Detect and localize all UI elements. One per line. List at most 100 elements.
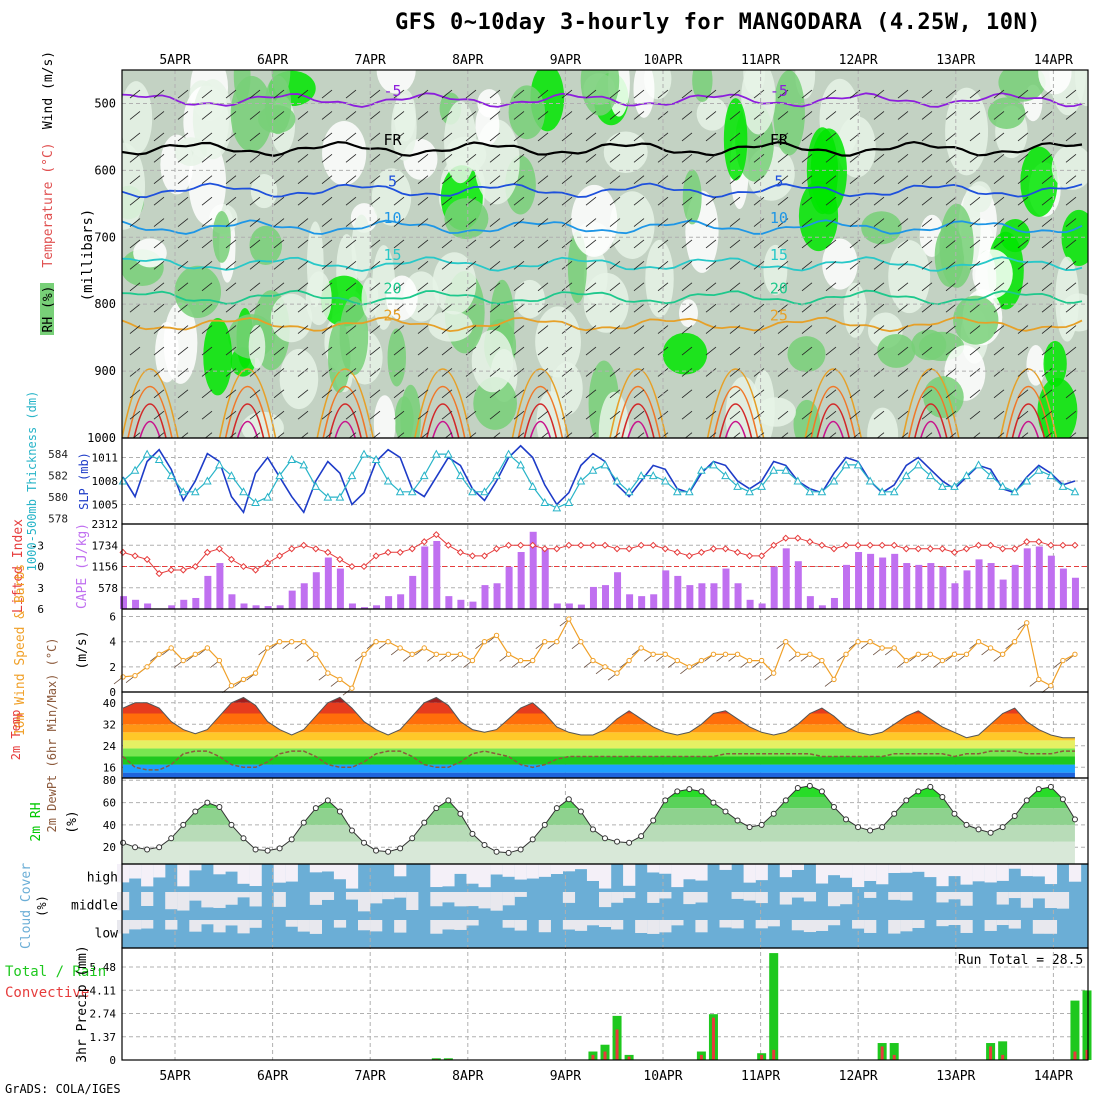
wind-barb [801,132,813,142]
cloud-clear-cell [117,864,130,883]
isotherm-warm [523,403,558,438]
wind-barb [273,410,285,420]
cape-bar [903,563,911,609]
wind-barb [732,432,741,438]
cape-bar [361,607,368,609]
wind-barb [753,410,765,420]
rh2m-point [481,842,488,849]
wind-barb [609,111,621,120]
thickness-point [371,454,381,463]
wind-barb [153,410,165,420]
cloud-clear-cell [237,892,250,898]
wind-barb [921,325,933,334]
cloud-clear-cell [924,864,937,878]
cloud-clear-cell [827,892,841,907]
rh2m-point [252,846,259,853]
cloud-clear-cell [611,920,624,930]
cape-bar [758,603,766,609]
lifted-index-point [131,552,139,560]
thickness-point [769,465,779,474]
cloud-clear-cell [659,892,672,899]
wind10m-point [626,657,632,664]
thickness-point [239,487,248,496]
wind-barb [897,325,909,334]
wind-tick-label: 6 [109,611,116,624]
wind-barb [228,432,237,438]
cape-bar [493,583,501,609]
lifted-index-point [384,548,392,556]
cloud-clear-cell [755,892,768,904]
date-label-bottom: 12APR [839,1069,878,1084]
cloud-clear-cell [827,864,841,876]
wind-barb [897,175,909,185]
lifted-index-point [673,548,681,556]
precip-conv-bar [711,1017,715,1060]
wind-barb [153,111,165,120]
wind-barb [921,346,933,356]
isotherm-warm [511,368,570,438]
rh2m-point [614,838,621,845]
cloud-clear-cell [695,920,708,933]
cloud-clear-cell [864,920,877,933]
isotherm-warm [908,386,954,438]
cloud-clear-cell [562,920,576,930]
thickness-point [998,481,1007,490]
wind10m-point [409,651,415,657]
wind10m-point [349,685,355,691]
wind-barb [585,410,597,420]
wind10m-point [602,664,608,670]
pressure-tick-label: 800 [94,297,116,311]
rh2m-point [192,808,199,815]
cloud-clear-cell [394,892,407,898]
wind-barb [489,389,501,399]
wind-barb [129,111,141,120]
cloud-clear-cell [767,920,780,927]
precip-conv-bar [892,1054,896,1060]
cloud-clear-cell [779,892,792,905]
thickness-point [552,503,562,512]
cape-bar [216,563,224,609]
lifted-index-point [1047,541,1055,549]
wind-barb [705,132,717,142]
wind-barb [897,282,909,292]
cape-bar [336,568,344,609]
rh2m-point [927,783,934,790]
isotherm-warm [914,403,948,438]
rh-tick-label: 40 [103,819,116,832]
wind-barb [321,89,333,99]
wind-barb [921,89,933,99]
wind-barb [729,175,741,185]
wind-barb [993,196,1005,206]
wind-barb [873,153,885,163]
wind-barb [441,196,453,206]
wind-barb [465,153,477,163]
cloud-clear-cell [466,864,479,884]
isotherm-label: -5 [770,82,788,100]
wind-barb [129,346,141,356]
wind-barb [417,282,429,292]
wind-barb [1017,239,1029,249]
wind-barb [969,132,981,142]
wind-barb [657,261,669,270]
wind-barb [945,303,957,313]
cloud-clear-cell [960,864,973,885]
thickness-point [431,449,441,458]
wind-barb [705,111,717,120]
wind-barb [825,303,837,313]
wind-barb [129,132,141,142]
wind-barb [153,175,165,185]
precip-tick-label: 5.48 [90,961,117,974]
wind-barb [801,196,813,206]
wind-barb [921,368,933,377]
rh-contour-blob [682,169,702,225]
wind-barb [393,303,405,313]
wind-barb [1065,175,1077,185]
cloud-clear-cell [406,892,419,910]
thickness-point [468,487,477,496]
wind-barb [705,196,717,206]
wind-barb [297,410,309,420]
wind-barb [777,282,789,292]
wind-barb [969,389,981,399]
wind-barb [441,410,453,420]
cloud-clear-cell [791,920,804,931]
